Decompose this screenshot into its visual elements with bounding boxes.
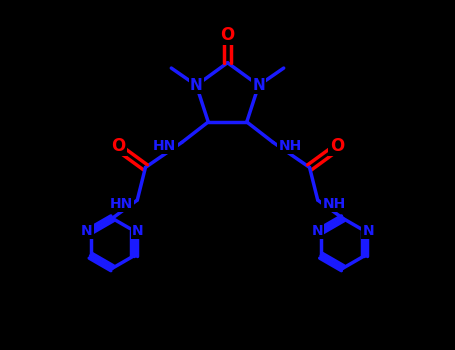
Text: O: O: [220, 26, 235, 43]
Text: NH: NH: [278, 139, 302, 153]
Text: N: N: [252, 78, 265, 93]
Text: N: N: [81, 224, 93, 238]
Text: N: N: [190, 78, 203, 93]
Text: O: O: [330, 136, 344, 155]
Text: O: O: [111, 136, 125, 155]
Text: N: N: [312, 224, 323, 238]
Text: NH: NH: [322, 197, 345, 211]
Text: HN: HN: [153, 139, 177, 153]
Text: N: N: [132, 224, 143, 238]
Text: HN: HN: [110, 197, 133, 211]
Text: N: N: [362, 224, 374, 238]
